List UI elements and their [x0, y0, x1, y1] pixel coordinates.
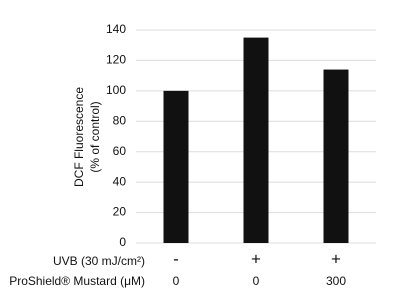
y-axis-title: DCF Fluorescence (% of control) [72, 87, 102, 187]
bar [323, 69, 349, 243]
y-tick-label: 100 [106, 83, 126, 97]
y-axis-title-line: (% of control) [88, 101, 102, 172]
y-tick-label: 80 [113, 113, 127, 127]
row-value: 300 [326, 274, 346, 288]
y-tick-label: 60 [113, 144, 127, 158]
row-value: 0 [173, 274, 180, 288]
row-value: + [331, 249, 341, 268]
row-label: ProShield® Mustard (μM) [9, 274, 145, 288]
y-axis-title-line: DCF Fluorescence [72, 87, 86, 187]
row-label: UVB (30 mJ/cm²) [53, 254, 145, 268]
row-value: - [173, 249, 179, 268]
y-tick-label: 20 [113, 205, 127, 219]
row-value: + [251, 249, 261, 268]
bar [163, 90, 189, 243]
y-tick-label: 40 [113, 174, 127, 188]
y-tick-label: 120 [106, 53, 126, 67]
y-tick-label: 140 [106, 22, 126, 36]
row-value: 0 [253, 274, 260, 288]
bar [243, 37, 269, 243]
y-tick-label: 0 [119, 235, 126, 249]
